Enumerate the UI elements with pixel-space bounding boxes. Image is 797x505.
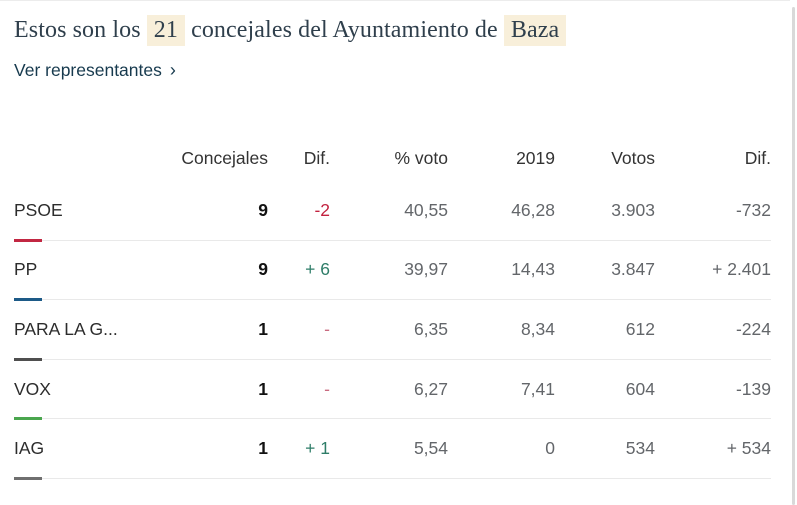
column-header-pct-vote: % voto — [394, 147, 449, 168]
votes-value: 3.903 — [611, 199, 655, 220]
party-name: PARA LA G... — [14, 318, 118, 339]
see-representatives-link[interactable]: Ver representantes › — [14, 60, 176, 81]
pct-2019-value: 0 — [545, 438, 555, 459]
pct-vote-value: 6,27 — [413, 378, 448, 399]
party-name: PP — [14, 259, 38, 280]
votes-dif-value: + 2.401 — [712, 259, 771, 280]
page-title: Estos son los 21 concejales del Ayuntami… — [14, 13, 771, 47]
votes-value: 612 — [625, 318, 655, 339]
pct-vote-value: 39,97 — [404, 259, 448, 280]
table-header-row: Concejales Dif. % voto 2019 Votos Dif. — [14, 135, 771, 181]
seats-value: 1 — [258, 378, 268, 399]
party-color-bar — [14, 238, 42, 242]
party-color-bar — [14, 298, 42, 302]
votes-value: 3.847 — [611, 259, 655, 280]
party-name: IAG — [14, 438, 45, 459]
table-row-vox: VOX 1 - 6,27 7,41 604 -139 — [14, 360, 771, 421]
column-header-seats: Concejales — [181, 147, 268, 168]
column-header-seats-dif: Dif. — [303, 147, 330, 168]
seats-value: 1 — [258, 438, 268, 459]
seats-dif-value: + 6 — [305, 259, 330, 280]
column-header-votes: Votos — [611, 147, 655, 168]
seats-dif-value: - — [324, 378, 330, 399]
pct-vote-value: 5,54 — [413, 438, 448, 459]
see-representatives-label: Ver representantes — [14, 60, 162, 80]
party-color-bar — [14, 476, 42, 480]
table-row-pp: PP 9 + 6 39,97 14,43 3.847 + 2.401 — [14, 241, 771, 302]
pct-2019-value: 46,28 — [511, 199, 555, 220]
table-row-iag: IAG 1 + 1 5,54 0 534 + 534 — [14, 419, 771, 480]
pct-vote-value: 40,55 — [404, 199, 448, 220]
party-name: PSOE — [14, 199, 63, 220]
column-header-votes-dif: Dif. — [744, 147, 771, 168]
pct-2019-value: 7,41 — [520, 378, 555, 399]
table-row-psoe: PSOE 9 -2 40,55 46,28 3.903 -732 — [14, 181, 771, 242]
seats-value: 9 — [258, 259, 268, 280]
chevron-right-icon: › — [169, 60, 176, 80]
top-divider — [0, 0, 790, 1]
election-widget: Estos son los 21 concejales del Ayuntami… — [14, 13, 771, 480]
seats-value: 9 — [258, 199, 268, 220]
scrollbar[interactable] — [792, 7, 795, 505]
results-table: Concejales Dif. % voto 2019 Votos Dif. P… — [14, 135, 771, 480]
seats-dif-value: -2 — [314, 199, 330, 220]
votes-dif-value: -732 — [735, 199, 771, 220]
seats-dif-value: + 1 — [305, 438, 330, 459]
votes-value: 534 — [625, 438, 655, 459]
votes-dif-value: + 534 — [726, 438, 771, 459]
table-row-para-la-g: PARA LA G... 1 - 6,35 8,34 612 -224 — [14, 300, 771, 361]
pct-vote-value: 6,35 — [413, 318, 448, 339]
title-middle: concejales del Ayuntamiento de — [191, 17, 498, 43]
pct-2019-value: 14,43 — [511, 259, 555, 280]
title-prefix: Estos son los — [14, 17, 141, 43]
party-color-bar — [14, 417, 42, 421]
pct-2019-value: 8,34 — [520, 318, 555, 339]
seats-value: 1 — [258, 318, 268, 339]
votes-dif-value: -224 — [735, 318, 771, 339]
title-seat-count-highlight: 21 — [146, 15, 185, 46]
party-name: VOX — [14, 378, 51, 399]
seats-dif-value: - — [324, 318, 330, 339]
votes-dif-value: -139 — [735, 378, 771, 399]
party-color-bar — [14, 357, 42, 361]
column-header-pct-2019: 2019 — [516, 147, 555, 168]
votes-value: 604 — [625, 378, 655, 399]
title-city-highlight: Baza — [503, 15, 567, 46]
